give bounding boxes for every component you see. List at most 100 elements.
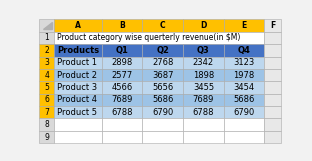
Bar xyxy=(224,57,264,69)
Bar xyxy=(102,44,143,57)
Bar xyxy=(102,131,143,143)
Bar xyxy=(39,57,54,69)
Bar xyxy=(183,106,224,118)
Bar xyxy=(183,44,224,57)
Text: Product 1: Product 1 xyxy=(57,58,97,67)
Text: Product 5: Product 5 xyxy=(57,108,97,117)
Polygon shape xyxy=(43,22,52,29)
Text: 4566: 4566 xyxy=(112,83,133,92)
Text: 3: 3 xyxy=(44,58,49,67)
Text: 2: 2 xyxy=(44,46,49,55)
Bar xyxy=(183,69,224,81)
Bar xyxy=(54,19,102,32)
Bar xyxy=(54,57,102,69)
Text: 6790: 6790 xyxy=(152,108,173,117)
Text: 3454: 3454 xyxy=(233,83,255,92)
Text: D: D xyxy=(200,21,207,30)
Text: F: F xyxy=(270,21,275,30)
Text: 1898: 1898 xyxy=(193,71,214,80)
Bar xyxy=(102,118,143,131)
Bar xyxy=(264,94,281,106)
Bar xyxy=(54,81,102,94)
Bar xyxy=(264,57,281,69)
Text: A: A xyxy=(75,21,81,30)
Bar xyxy=(54,118,102,131)
Text: Product 4: Product 4 xyxy=(57,95,97,104)
Text: E: E xyxy=(241,21,247,30)
Text: 7689: 7689 xyxy=(111,95,133,104)
Bar xyxy=(264,131,281,143)
Text: 3123: 3123 xyxy=(233,58,255,67)
Text: 6: 6 xyxy=(44,95,49,104)
Bar xyxy=(102,19,143,32)
Bar xyxy=(143,118,183,131)
Text: 3455: 3455 xyxy=(193,83,214,92)
Bar xyxy=(264,32,281,44)
Text: 3687: 3687 xyxy=(152,71,173,80)
Bar xyxy=(39,32,54,44)
Bar xyxy=(224,19,264,32)
Bar xyxy=(54,69,102,81)
Bar xyxy=(102,106,143,118)
Bar xyxy=(39,118,54,131)
Bar xyxy=(183,81,224,94)
Bar xyxy=(39,94,54,106)
Bar xyxy=(39,106,54,118)
Bar xyxy=(39,44,54,57)
Bar xyxy=(264,118,281,131)
Bar xyxy=(39,69,54,81)
Text: 5656: 5656 xyxy=(152,83,173,92)
Bar xyxy=(224,69,264,81)
Text: 9: 9 xyxy=(44,133,49,142)
Text: 4: 4 xyxy=(44,71,49,80)
Text: 6788: 6788 xyxy=(193,108,214,117)
Bar xyxy=(39,19,54,32)
Bar xyxy=(143,131,183,143)
Bar xyxy=(183,57,224,69)
Bar xyxy=(54,106,102,118)
Text: 5686: 5686 xyxy=(233,95,255,104)
Bar xyxy=(143,94,183,106)
Bar xyxy=(264,69,281,81)
Text: 7: 7 xyxy=(44,108,49,117)
Text: C: C xyxy=(160,21,166,30)
Text: B: B xyxy=(119,21,125,30)
Text: Product category wise querterly revenue(in $M): Product category wise querterly revenue(… xyxy=(57,33,240,42)
Text: 2898: 2898 xyxy=(112,58,133,67)
Bar xyxy=(264,44,281,57)
Text: Q1: Q1 xyxy=(116,46,129,55)
Bar xyxy=(224,106,264,118)
Bar xyxy=(102,57,143,69)
Text: 2577: 2577 xyxy=(112,71,133,80)
Bar xyxy=(224,131,264,143)
Text: 1: 1 xyxy=(44,33,49,42)
Text: 2342: 2342 xyxy=(193,58,214,67)
Bar xyxy=(183,94,224,106)
Bar xyxy=(102,94,143,106)
Bar xyxy=(39,81,54,94)
Bar xyxy=(224,118,264,131)
Bar xyxy=(143,106,183,118)
Bar xyxy=(264,106,281,118)
Text: 5686: 5686 xyxy=(152,95,173,104)
Bar xyxy=(183,19,224,32)
Bar xyxy=(143,81,183,94)
Text: Products: Products xyxy=(57,46,99,55)
Text: 6788: 6788 xyxy=(111,108,133,117)
Bar xyxy=(39,131,54,143)
Bar xyxy=(264,19,281,32)
Text: 1978: 1978 xyxy=(233,71,255,80)
Bar xyxy=(54,94,102,106)
Text: Q3: Q3 xyxy=(197,46,210,55)
Bar xyxy=(224,81,264,94)
Bar xyxy=(54,44,102,57)
Bar xyxy=(183,118,224,131)
Bar xyxy=(143,57,183,69)
Text: 8: 8 xyxy=(44,120,49,129)
Bar xyxy=(143,44,183,57)
Bar xyxy=(264,81,281,94)
Text: Product 3: Product 3 xyxy=(57,83,97,92)
Text: 2768: 2768 xyxy=(152,58,173,67)
Text: 5: 5 xyxy=(44,83,49,92)
Text: 6790: 6790 xyxy=(233,108,255,117)
